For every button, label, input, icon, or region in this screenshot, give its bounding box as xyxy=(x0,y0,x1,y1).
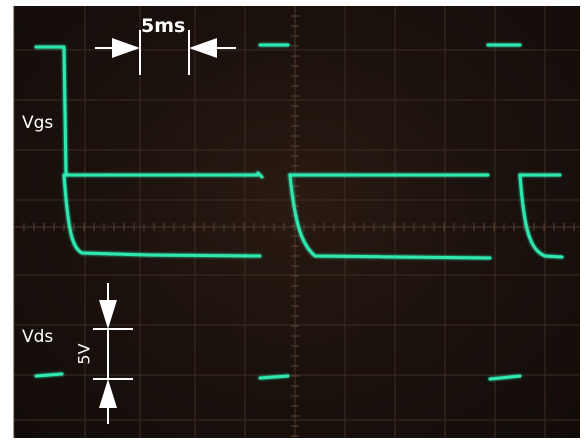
graticule-grid xyxy=(13,6,580,438)
vds-trace xyxy=(34,173,564,381)
time-division-label: 5ms xyxy=(141,15,186,37)
vds-channel-label: Vds xyxy=(22,327,54,347)
voltage-division-label: 5V xyxy=(74,343,94,365)
vgs-channel-label: Vgs xyxy=(22,113,54,133)
time-division-marker xyxy=(95,30,236,75)
graticule-minor-ticks xyxy=(23,15,575,437)
vgs-trace xyxy=(34,43,562,179)
voltage-division-marker xyxy=(93,283,133,424)
